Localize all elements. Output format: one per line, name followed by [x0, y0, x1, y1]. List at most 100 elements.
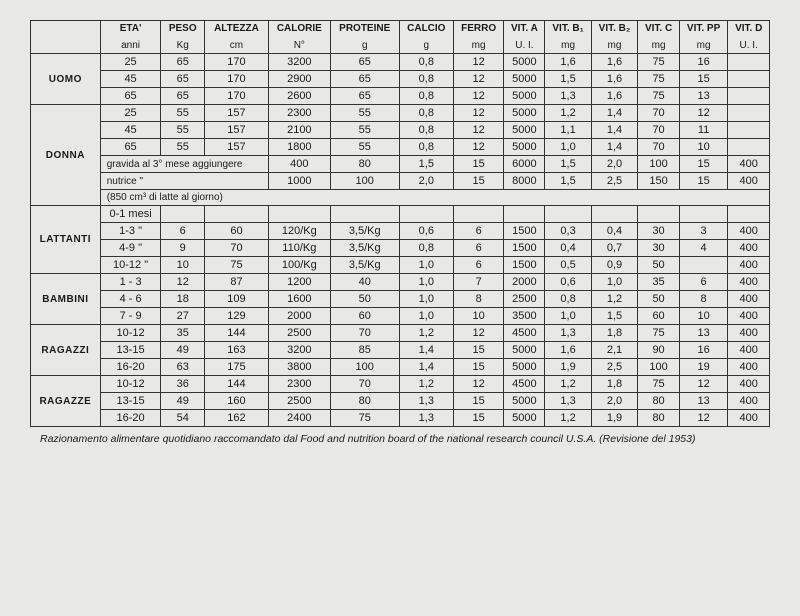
- col-header-8: VIT. B₁mg: [545, 21, 591, 54]
- table-cell: 4 - 6: [100, 291, 161, 308]
- corner-cell: [31, 21, 101, 54]
- table-cell: 1,0: [399, 257, 453, 274]
- section-ragazzi: RAGAZZI: [31, 325, 101, 376]
- section-donna: DONNA: [31, 105, 101, 206]
- table-cell: 3,5/Kg: [330, 223, 399, 240]
- table-cell: [728, 88, 770, 105]
- table-cell: 0,8: [399, 88, 453, 105]
- table-cell: 15: [453, 156, 503, 173]
- table-cell: 6: [453, 240, 503, 257]
- table-cell: [591, 206, 638, 223]
- table-cell: 6: [679, 274, 728, 291]
- table-cell: 100: [330, 359, 399, 376]
- table-cell: 75: [638, 71, 680, 88]
- table-cell: 54: [161, 410, 205, 427]
- table-cell: 3: [679, 223, 728, 240]
- table-cell: 1,2: [545, 376, 591, 393]
- table-cell: 75: [638, 88, 680, 105]
- table-cell: 63: [161, 359, 205, 376]
- table-cell: 75: [330, 410, 399, 427]
- table-cell: 75: [638, 54, 680, 71]
- table-cell: 160: [205, 393, 269, 410]
- table-cell: 2300: [268, 376, 330, 393]
- col-header-6: FERROmg: [453, 21, 503, 54]
- table-cell: 70: [638, 105, 680, 122]
- table-cell: 1,0: [399, 274, 453, 291]
- table-cell: [161, 206, 205, 223]
- table-cell: 75: [205, 257, 269, 274]
- table-cell: 87: [205, 274, 269, 291]
- table-cell: 144: [205, 325, 269, 342]
- table-cell: [728, 105, 770, 122]
- table-cell: [679, 257, 728, 274]
- table-cell: 3500: [504, 308, 545, 325]
- table-cell: 55: [161, 105, 205, 122]
- table-cell: 12: [453, 325, 503, 342]
- table-cell: 2500: [504, 291, 545, 308]
- table-cell: 16: [679, 342, 728, 359]
- table-cell: 5000: [504, 88, 545, 105]
- table-cell: 170: [205, 88, 269, 105]
- table-cell: [205, 206, 269, 223]
- table-cell: 55: [330, 122, 399, 139]
- table-cell: 5000: [504, 71, 545, 88]
- col-header-7: VIT. AU. I.: [504, 21, 545, 54]
- table-caption: Razionamento alimentare quotidiano racco…: [30, 433, 770, 445]
- table-cell: 13-15: [100, 342, 161, 359]
- table-cell: 2400: [268, 410, 330, 427]
- table-cell: 110/Kg: [268, 240, 330, 257]
- table-cell: 60: [330, 308, 399, 325]
- table-cell: 5000: [504, 122, 545, 139]
- table-cell: 12: [161, 274, 205, 291]
- table-cell: 50: [330, 291, 399, 308]
- table-cell: 70: [330, 376, 399, 393]
- table-cell: 0,6: [545, 274, 591, 291]
- table-cell: 0,4: [591, 223, 638, 240]
- table-cell: [728, 71, 770, 88]
- table-cell: 10: [679, 308, 728, 325]
- table-cell: 36: [161, 376, 205, 393]
- table-cell: [268, 206, 330, 223]
- table-cell: 13: [679, 88, 728, 105]
- table-cell: 75: [638, 325, 680, 342]
- table-cell: 1,1: [545, 122, 591, 139]
- table-cell: 70: [638, 122, 680, 139]
- table-cell: [330, 206, 399, 223]
- table-cell: 100/Kg: [268, 257, 330, 274]
- table-cell: 65: [161, 54, 205, 71]
- table-cell: 163: [205, 342, 269, 359]
- table-cell: [638, 206, 680, 223]
- table-cell: 400: [728, 376, 770, 393]
- table-cell: 1,4: [591, 122, 638, 139]
- table-cell: 7 - 9: [100, 308, 161, 325]
- table-cell: 5000: [504, 410, 545, 427]
- table-cell: 400: [728, 342, 770, 359]
- table-cell: 90: [638, 342, 680, 359]
- table-cell: 0,9: [591, 257, 638, 274]
- table-cell: 16-20: [100, 359, 161, 376]
- table-cell: 1600: [268, 291, 330, 308]
- table-cell: 3,5/Kg: [330, 257, 399, 274]
- table-cell: 1,3: [545, 325, 591, 342]
- section-bambini: BAMBINI: [31, 274, 101, 325]
- table-cell: 3,5/Kg: [330, 240, 399, 257]
- table-cell: [679, 206, 728, 223]
- table-cell: 40: [330, 274, 399, 291]
- table-cell: 2,5: [591, 173, 638, 190]
- table-cell: 70: [205, 240, 269, 257]
- table-cell: 1,9: [545, 359, 591, 376]
- table-cell: 30: [638, 223, 680, 240]
- table-cell: 45: [100, 71, 161, 88]
- table-cell: 0,7: [591, 240, 638, 257]
- table-cell: 400: [728, 410, 770, 427]
- table-cell: 35: [161, 325, 205, 342]
- table-cell: 12: [679, 410, 728, 427]
- table-cell: 1,5: [545, 173, 591, 190]
- table-cell: 400: [728, 325, 770, 342]
- col-header-10: VIT. Cmg: [638, 21, 680, 54]
- table-cell: 16-20: [100, 410, 161, 427]
- table-cell: 6: [453, 223, 503, 240]
- table-cell: 1,5: [545, 156, 591, 173]
- table-cell: 1,5: [591, 308, 638, 325]
- table-cell: 15: [453, 393, 503, 410]
